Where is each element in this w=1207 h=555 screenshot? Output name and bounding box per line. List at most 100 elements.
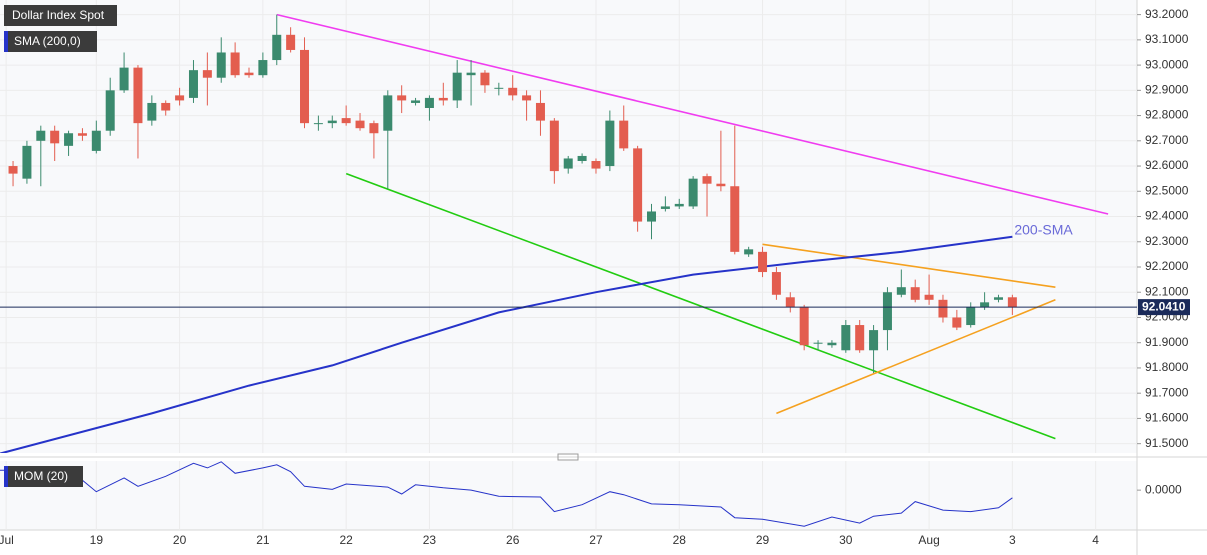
sma-legend-box	[4, 31, 97, 52]
candle-body	[175, 95, 185, 101]
y-tick-label: 92.3000	[1145, 234, 1189, 248]
candle-body	[230, 52, 240, 76]
y-tick-label: 93.1000	[1145, 32, 1189, 46]
momentum-line	[0, 461, 1013, 527]
candle-body	[105, 90, 115, 131]
candle-body	[896, 287, 906, 295]
candle-body	[882, 292, 892, 331]
x-tick-label: 4	[1092, 533, 1099, 547]
current-price-box	[1138, 299, 1190, 316]
trendline	[276, 13, 1109, 215]
chart-title: Dollar Index Spot	[12, 8, 105, 22]
candle-body	[605, 120, 615, 167]
candle-body	[563, 158, 573, 169]
y-tick-label: 92.2000	[1145, 259, 1189, 273]
candle-body	[466, 72, 476, 76]
candle-body	[383, 95, 393, 131]
candle-body	[22, 145, 32, 179]
y-tick-label: 91.7000	[1145, 385, 1189, 399]
candle-body	[646, 211, 656, 222]
candle-body	[424, 97, 434, 108]
candle-body	[702, 176, 712, 184]
candle-body	[411, 100, 421, 103]
x-tick-label: 23	[423, 533, 437, 547]
candle-body	[36, 130, 46, 141]
y-tick-label: 92.6000	[1145, 158, 1189, 172]
current-price-label: 92.0410	[1142, 299, 1186, 313]
candle-body	[188, 70, 198, 98]
candle-body	[771, 272, 781, 295]
x-tick-label: 29	[756, 533, 770, 547]
y-tick-label: 93.0000	[1145, 57, 1189, 71]
candle-body	[91, 130, 101, 151]
candle-body	[300, 49, 310, 124]
candle-body	[77, 133, 87, 136]
x-tick-label: 19	[90, 533, 104, 547]
y-tick-label: 92.5000	[1145, 183, 1189, 197]
trendline	[776, 299, 1056, 415]
x-tick-label: 22	[339, 533, 353, 547]
mom-legend-swatch	[4, 466, 8, 487]
candle-body	[50, 130, 60, 144]
candle-body	[952, 317, 962, 328]
candle-body	[966, 307, 976, 326]
grid	[0, 0, 1141, 530]
pane-handle[interactable]	[557, 453, 579, 461]
candle-body	[286, 34, 296, 50]
y-tick-label: 92.4000	[1145, 209, 1189, 223]
candle-body	[938, 299, 948, 318]
candle-body	[258, 60, 268, 76]
candle-body	[799, 307, 809, 346]
candle-body	[202, 70, 212, 78]
y-tick-label: 0.0000	[1145, 482, 1182, 496]
candle-body	[216, 52, 226, 78]
candle-body	[119, 67, 129, 91]
candle-body	[744, 249, 754, 255]
y-tick-label: 92.9000	[1145, 83, 1189, 97]
y-tick-label: 92.8000	[1145, 108, 1189, 122]
x-tick-label: 30	[839, 533, 853, 547]
y-tick-label: 91.9000	[1145, 335, 1189, 349]
y-tick-label: 92.7000	[1145, 133, 1189, 147]
x-tick-label: 3	[1009, 533, 1016, 547]
candle-body	[980, 302, 990, 308]
candle-body	[841, 325, 851, 351]
candle-body	[480, 72, 490, 86]
candle-body	[438, 97, 448, 101]
candle-body	[161, 102, 171, 111]
candle-body	[355, 120, 365, 129]
sma-annotation: 200-SMA	[1014, 221, 1073, 237]
x-tick-label: 28	[673, 533, 687, 547]
candle-body	[688, 178, 698, 207]
labels: Dollar Index Spot SMA (200,0) MOM (20) 9…	[0, 5, 1190, 547]
sma-line	[0, 235, 1013, 453]
y-tick-label: 93.2000	[1145, 7, 1189, 21]
candle-body	[633, 148, 643, 222]
candle-body	[64, 133, 74, 146]
x-tick-label: Aug	[918, 533, 939, 547]
candle-body	[369, 123, 379, 134]
candle-body	[494, 87, 504, 89]
candle-body	[341, 118, 351, 124]
candle-body	[522, 95, 532, 101]
x-tick-label: 26	[506, 533, 520, 547]
candle-body	[8, 166, 18, 174]
x-tick-label: 21	[256, 533, 270, 547]
candle-body	[1007, 297, 1017, 308]
candle-body	[730, 186, 740, 252]
candle-body	[549, 120, 559, 172]
sma-legend-swatch	[4, 31, 8, 52]
momentum-pane	[0, 461, 1137, 530]
x-tick-label: 27	[589, 533, 603, 547]
x-tick-label: 20	[173, 533, 187, 547]
candle-body	[577, 155, 587, 161]
candle-body	[855, 325, 865, 351]
price-pane	[0, 0, 1137, 453]
candle-body	[244, 72, 254, 76]
candle-body	[758, 251, 768, 273]
candle-body	[397, 95, 407, 101]
candle-body	[452, 72, 462, 101]
candle-body	[910, 287, 920, 300]
marks	[0, 13, 1137, 527]
